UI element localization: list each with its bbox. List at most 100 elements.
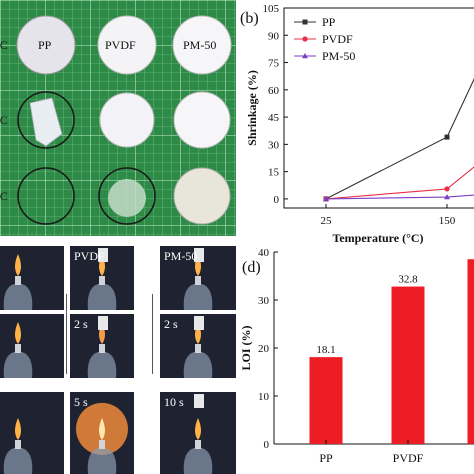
pm50-disk-row2 xyxy=(173,91,231,149)
y-tick-label-b-0: 0 xyxy=(274,194,280,206)
y-tick-label-d-4: 40 xyxy=(258,248,270,259)
time-label: 10 s xyxy=(164,395,184,409)
pvdf-disk-row1 xyxy=(97,15,157,75)
x-tick-label-d-pvdf: PVDF xyxy=(393,451,424,465)
y-tick-label-b-1: 15 xyxy=(268,167,280,179)
lamp-wick xyxy=(195,344,201,353)
y-axis-label-d: LOI (%) xyxy=(239,325,253,370)
alcohol-lamp xyxy=(183,448,213,474)
pm50-disk-row3 xyxy=(173,167,231,225)
y-tick-label-d-0: 0 xyxy=(264,439,270,451)
lamp-wick xyxy=(195,440,201,449)
pp-shrunk-piece-row2 xyxy=(29,97,63,147)
legend-label-pm-50: PM-50 xyxy=(322,49,355,63)
point-pm-50-0 xyxy=(323,195,329,202)
y-tick-label-d-1: 10 xyxy=(258,391,270,403)
burn-scene xyxy=(160,314,236,378)
data-label-pp: 18.1 xyxy=(316,344,335,356)
sample-label-pm50: PM-50 xyxy=(183,38,217,52)
burn-photo-r1-c1 xyxy=(0,246,64,310)
alcohol-lamp xyxy=(3,352,33,378)
legend-marker-pm-50 xyxy=(302,53,308,59)
x-tick-label-b-1: 150 xyxy=(439,215,456,227)
bar-pp xyxy=(309,357,343,444)
pm50-disk-row1 xyxy=(172,15,232,75)
y-tick-label-b-4: 60 xyxy=(268,85,280,97)
separator-sample xyxy=(194,394,204,408)
alcohol-lamp xyxy=(87,448,117,474)
pp-outline-row2 xyxy=(17,91,75,149)
lamp-wick xyxy=(15,440,21,449)
plot-frame-b xyxy=(283,7,474,209)
lamp-wick xyxy=(99,276,105,285)
separator-sample xyxy=(98,248,108,262)
alcohol-lamp xyxy=(3,284,33,310)
y-tick-label-b-6: 90 xyxy=(268,30,280,42)
panel-b-shrinkage-chart: 0 15 30 45 60 75 90 105 25 150 Temperature (°C) Shr… xyxy=(238,0,474,246)
time-arrow-1 xyxy=(66,294,67,374)
burn-photo-r3-c1 xyxy=(0,392,64,474)
alcohol-lamp xyxy=(87,352,117,378)
flame xyxy=(15,418,21,440)
sample-label-pp: PP xyxy=(38,38,52,52)
alcohol-lamp xyxy=(3,448,33,474)
series-line-pm-50 xyxy=(325,194,474,200)
y-tick-label-d-2: 20 xyxy=(258,343,270,355)
burn-scene xyxy=(70,246,134,310)
y-tick-label-b-2: 30 xyxy=(268,139,280,151)
series-line-pvdf xyxy=(325,166,474,200)
burn-scene xyxy=(0,246,64,310)
flame xyxy=(195,418,201,440)
legend-marker-pvdf xyxy=(302,36,308,42)
pvdf-outline-row3 xyxy=(98,167,156,225)
x-tick-label-b-0: 25 xyxy=(321,215,333,227)
pp-disk-row1 xyxy=(16,15,76,75)
separator-sample xyxy=(194,248,204,262)
x-axis-label-b: Temperature (°C) xyxy=(332,231,423,245)
alcohol-lamp xyxy=(183,284,213,310)
point-pm-50-1 xyxy=(444,194,450,200)
y-axis-label-b: Shrinkage (%) xyxy=(245,70,259,146)
data-label-pvdf: 32.8 xyxy=(398,274,418,286)
burn-photo-r2-c2: 2 s xyxy=(70,314,134,378)
flame xyxy=(15,322,21,344)
lamp-wick xyxy=(99,440,105,449)
flame xyxy=(99,418,105,440)
row-unit-2: °C xyxy=(0,113,8,127)
burn-photo-r2-c1 xyxy=(0,314,64,378)
alcohol-lamp xyxy=(183,352,213,378)
point-pvdf-1 xyxy=(444,186,450,192)
lamp-wick xyxy=(99,344,105,353)
burn-photo-r3-c3: 10 s xyxy=(160,392,236,474)
cutting-mat-photo xyxy=(0,0,236,236)
bar-pm-50 xyxy=(467,259,474,444)
pvdf-shrunk-disk-row3 xyxy=(108,179,146,217)
pp-outline-row3 xyxy=(17,167,75,225)
y-tick-label-b-3: 45 xyxy=(268,112,280,124)
bar-pvdf xyxy=(391,286,425,444)
lamp-wick xyxy=(15,276,21,285)
sample-label-pvdf: PVDF xyxy=(105,38,136,52)
panel-label-b: (b) xyxy=(240,10,259,27)
separator-sample xyxy=(194,316,204,330)
y-tick-label-b-7: 105 xyxy=(263,3,280,15)
x-tick-label-d-pp: PP xyxy=(319,451,333,465)
point-pp-1 xyxy=(444,134,450,140)
time-arrow-2 xyxy=(152,294,153,374)
burn-scene xyxy=(0,314,64,378)
time-label: 5 s xyxy=(74,395,88,409)
burn-scene xyxy=(70,392,134,474)
burn-scene xyxy=(160,246,236,310)
y-tick-label-d-3: 30 xyxy=(258,295,270,307)
pvdf-disk-row2 xyxy=(99,92,155,148)
shrinkage-line-chart: 0 15 30 45 60 75 90 105 25 150 Temperature (°C) Shr… xyxy=(240,3,474,245)
legend-marker-pp xyxy=(302,19,308,25)
burn-photo-r1-c2: PVDF xyxy=(70,246,134,310)
lamp-wick xyxy=(15,344,21,353)
panel-c-burning-test: PVDF PM-50 2 s 2 s 5 s 10 s xyxy=(0,246,236,474)
burn-scene xyxy=(70,314,134,378)
y-tick-label-b-5: 75 xyxy=(268,58,280,70)
row-unit-3: °C xyxy=(0,189,8,203)
time-label: 2 s xyxy=(164,317,178,331)
